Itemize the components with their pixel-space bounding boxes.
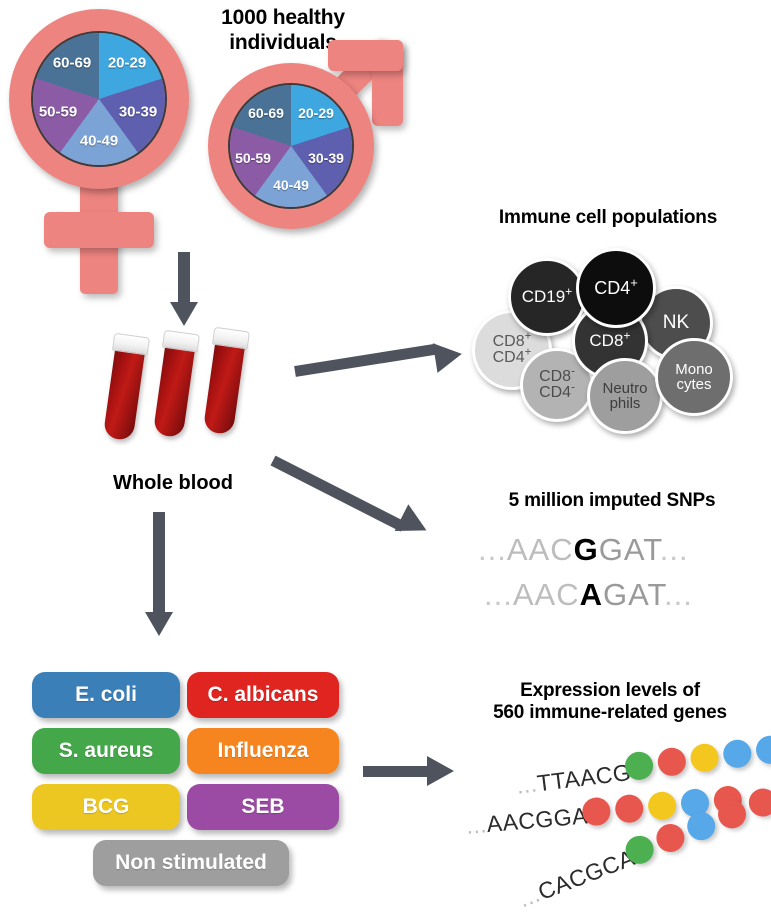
pie-label-50-59-female: 50-59	[38, 103, 78, 121]
arrow-shaft	[153, 512, 165, 614]
rna-prefix-dots: ...	[465, 811, 488, 839]
snp-suffix-dots: ...	[659, 532, 689, 567]
immune-cell-cd4p: CD4+	[576, 248, 656, 328]
pie-label-20-29-female: 20-29	[107, 54, 147, 72]
arrow-shaft	[178, 252, 190, 304]
cell-label-line2: cytes	[676, 376, 712, 393]
section-title-immune-cells: Immune cell populations	[498, 207, 718, 228]
stimulus-label: Influenza	[217, 739, 309, 762]
rna-strand-group: ...TTAACGG ...AACGGAT ...CACGCAA	[440, 734, 771, 922]
stimulus-label: BCG	[82, 795, 130, 818]
immune-cell-cd19p: CD19+	[508, 258, 586, 336]
rna-bead-blue	[721, 738, 753, 770]
arrow-head-icon	[427, 756, 454, 786]
arrow-head-icon	[145, 612, 173, 636]
pie-label-30-39-male: 30-39	[308, 150, 344, 166]
immune-cell-cd8n-cd4n: CD8- CD4-	[520, 348, 594, 422]
stimulus-pill-e-coli[interactable]: E. coli	[32, 672, 180, 718]
pie-label-40-49-male: 40-49	[273, 177, 309, 193]
cell-label-line2: CD4+	[492, 346, 532, 366]
snp-prefix-dots: ...	[478, 532, 507, 567]
rna-bead-red	[744, 784, 771, 821]
genes-title-line1: Expression levels of	[520, 680, 700, 701]
snp-variant-base: A	[579, 577, 603, 612]
cell-label-line1: CD8+	[492, 330, 532, 350]
stimulus-label: S. aureus	[58, 739, 154, 762]
cohort-title-line2: individuals	[229, 30, 337, 54]
rna-bead-red	[614, 793, 645, 824]
immune-cell-monocytes: Mono cytes	[655, 338, 733, 416]
stimulus-pill-influenza[interactable]: Influenza	[187, 728, 339, 774]
blood-tube-body	[152, 340, 196, 439]
genes-title-line2: 560 immune-related genes	[493, 702, 727, 724]
cell-label: CD4+	[594, 274, 638, 298]
snp-post-bases: GAT	[602, 577, 664, 612]
snp-allele-row: ...AACGGAT...	[478, 532, 689, 568]
immune-cell-cluster: CD8+ CD4+ CD19+ CD4+ NK CD8+ CD8- CD4- N…	[450, 240, 770, 434]
age-pie-chart-male	[228, 83, 354, 209]
age-pie-chart-female	[31, 31, 167, 167]
pie-label-50-59-male: 50-59	[235, 150, 271, 166]
pie-label-20-29-male: 20-29	[298, 105, 334, 121]
arrow-shaft	[270, 455, 406, 532]
blood-tube-body	[102, 343, 146, 442]
section-title-snps: 5 million imputed SNPs	[508, 490, 716, 511]
cohort-title-line1: 1000 healthy	[221, 6, 345, 29]
snp-pre-bases: AAC	[506, 532, 574, 567]
snp-variant-base: G	[573, 532, 599, 567]
stimulus-label: Non stimulated	[115, 851, 267, 874]
stimulus-label: E. coli	[75, 683, 137, 706]
blood-tube-body	[202, 337, 246, 436]
rna-bead-red	[656, 746, 688, 778]
cell-label-line2: CD4-	[539, 381, 575, 401]
cell-label: CD8+	[589, 328, 631, 351]
stimulus-pill-s-aureus[interactable]: S. aureus	[32, 728, 180, 774]
snp-suffix-dots: ...	[663, 577, 693, 612]
stimulus-pill-bcg[interactable]: BCG	[32, 784, 180, 830]
stimulus-pill-seb[interactable]: SEB	[187, 784, 339, 830]
section-title-gene-expression: Expression levels of 560 immune-related …	[455, 680, 765, 725]
stimulus-label: C. albicans	[207, 683, 319, 706]
snp-prefix-dots: ...	[484, 577, 513, 612]
label-whole-blood: Whole blood	[113, 472, 233, 494]
snp-allele-row: ...AACAGAT...	[484, 577, 693, 613]
rna-bead-red	[652, 819, 689, 857]
snp-pre-bases: AAC	[512, 577, 580, 612]
cell-label-line1: Neutro	[602, 379, 648, 397]
arrow-head-icon	[170, 302, 198, 326]
stimuli-panel: E. coli C. albicans S. aureus Influenza …	[32, 672, 342, 890]
rna-bead-blue	[754, 734, 771, 766]
pie-label-40-49-female: 40-49	[79, 132, 119, 150]
arrow-shaft	[294, 343, 438, 377]
snp-sequence-block: ...AACGGAT... ...AACAGAT...	[478, 532, 748, 622]
female-symbol-crossbar	[44, 212, 154, 248]
cell-label: NK	[662, 312, 690, 334]
stimulus-pill-non-stimulated[interactable]: Non stimulated	[93, 840, 289, 886]
arrow-shaft	[363, 766, 429, 777]
cell-label-line1: Mono	[675, 360, 713, 378]
stimulus-pill-c-albicans[interactable]: C. albicans	[187, 672, 339, 718]
snp-post-bases: GAT	[598, 532, 660, 567]
cell-label: CD19+	[521, 284, 573, 307]
rna-sequence-text: ...AACGGAT	[465, 801, 602, 840]
rna-bead-yellow	[688, 742, 721, 774]
rna-bead-yellow	[646, 790, 678, 821]
page-title-cohort: 1000 healthy individuals	[168, 6, 398, 56]
arrow-head-icon	[394, 504, 434, 544]
stimulus-label: SEB	[241, 795, 285, 818]
cell-label-line1: CD8-	[539, 365, 575, 385]
male-symbol-arrowhead-horizontal	[328, 40, 403, 71]
pie-label-30-39-female: 30-39	[118, 103, 158, 121]
pie-label-60-69-male: 60-69	[248, 105, 284, 121]
cell-label-line2: phils	[609, 395, 641, 412]
pie-label-60-69-female: 60-69	[52, 54, 92, 72]
immune-cell-neutrophils: Neutro phils	[587, 358, 663, 434]
